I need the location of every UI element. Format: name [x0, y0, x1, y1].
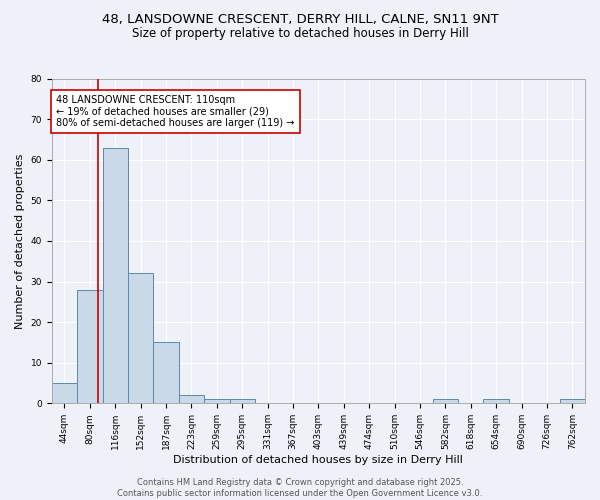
X-axis label: Distribution of detached houses by size in Derry Hill: Distribution of detached houses by size … — [173, 455, 463, 465]
Y-axis label: Number of detached properties: Number of detached properties — [15, 153, 25, 328]
Text: Size of property relative to detached houses in Derry Hill: Size of property relative to detached ho… — [131, 28, 469, 40]
Bar — [179, 395, 204, 404]
Bar — [484, 400, 509, 404]
Bar — [230, 400, 255, 404]
Bar — [103, 148, 128, 404]
Bar — [204, 400, 230, 404]
Bar — [52, 383, 77, 404]
Bar — [128, 274, 154, 404]
Bar — [77, 290, 103, 404]
Bar — [154, 342, 179, 404]
Bar — [560, 400, 585, 404]
Bar — [433, 400, 458, 404]
Text: 48 LANSDOWNE CRESCENT: 110sqm
← 19% of detached houses are smaller (29)
80% of s: 48 LANSDOWNE CRESCENT: 110sqm ← 19% of d… — [56, 94, 295, 128]
Text: 48, LANSDOWNE CRESCENT, DERRY HILL, CALNE, SN11 9NT: 48, LANSDOWNE CRESCENT, DERRY HILL, CALN… — [101, 12, 499, 26]
Text: Contains HM Land Registry data © Crown copyright and database right 2025.
Contai: Contains HM Land Registry data © Crown c… — [118, 478, 482, 498]
